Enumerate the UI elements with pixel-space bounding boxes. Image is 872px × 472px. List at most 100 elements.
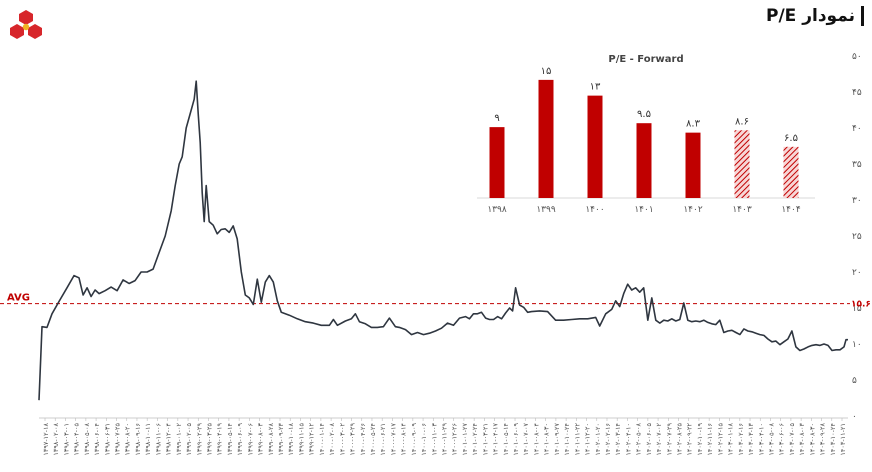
- x-tick-label: ۱۳۹۹-۰۷-۰۶: [246, 423, 254, 456]
- x-tick-label: ۱۴۰۱-۰۷-۰۷: [522, 422, 530, 455]
- pe-series-line: [38, 80, 848, 401]
- x-tick-label: ۱۴۰۰-۰۲-۰۸: [328, 422, 336, 455]
- x-tick-label: ۱۴۰۱-۰۸-۰۴: [532, 422, 540, 455]
- y-tick-label: ۲۵: [852, 232, 862, 242]
- x-tick-label: ۱۳۹۸-۰۹-۱۶: [134, 423, 142, 456]
- x-tick-label: ۱۳۹۹-۰۸-۲۸: [267, 422, 275, 455]
- bar-category-label: ۱۴۰۳: [732, 205, 752, 215]
- x-tick-label: ۱۴۰۰-۰۶-۲۱: [379, 423, 387, 456]
- x-tick-label: ۱۳۹۸-۰۴-۰۵: [73, 422, 81, 455]
- forward-pe-bar: [783, 146, 799, 198]
- y-tick-label: ۵۰: [852, 52, 862, 62]
- x-tick-label: ۱۴۰۱-۰۵-۱۴: [502, 422, 510, 455]
- x-tick-label: ۱۴۰۰-۰۵-۲۴: [369, 422, 377, 455]
- x-tick-label: ۱۴۰۰-۰۱-۱۴: [318, 422, 326, 455]
- x-tick-label: ۱۳۹۹-۰۲-۲۹: [195, 422, 203, 455]
- logo-icon: [8, 8, 44, 44]
- x-tick-label: ۱۳۹۷-۱۲-۱۸: [42, 422, 50, 455]
- x-tick-label: ۱۴۰۰-۱۰-۰۶: [420, 423, 428, 456]
- x-tick-label: ۱۴۰۳-۰۲-۱۶: [737, 423, 745, 456]
- x-tick-label: ۱۴۰۲-۰۲-۱۶: [604, 423, 612, 456]
- y-axis: ۰ ۵ ۱۰ ۱۵ ۲۰ ۲۵ ۳۰ ۳۵ ۴۰ ۴۵ ۵۰: [852, 52, 862, 422]
- x-tick-label: ۱۳۹۹-۱۰-۱۸: [287, 422, 295, 455]
- x-tick-label: ۱۴۰۰-۰۸-۱۴: [400, 422, 408, 455]
- x-tick-label: ۱۴۰۲-۰۷-۰۲: [655, 422, 663, 455]
- bar-category-label: ۱۴۰۲: [683, 205, 703, 215]
- forward-pe-bar: [685, 132, 701, 198]
- y-tick-label: ۳۵: [852, 160, 862, 170]
- avg-label: AVG: [7, 293, 30, 304]
- forward-pe-inset: P/E - Forward ۹ ۱۳۹۸ ۱۵ ۱۳۹۹ ۱۳ ۱۴۰۰ ۹.۵ ۱۴۰۱ ۸.…: [477, 54, 815, 215]
- x-tick-label: ۱۴۰۳-۱۰-۲۴: [829, 422, 837, 455]
- x-axis: ۱۳۹۷-۱۲-۱۸ ۱۳۹۸-۰۲-۰۸ ۱۳۹۸-۰۳-۰۱ ۱۳۹۸-۰۴-۰۵…: [39, 417, 848, 456]
- bar-category-label: ۱۴۰۴: [781, 205, 801, 215]
- x-tick-label: ۱۴۰۲-۰۹-۲۲: [686, 422, 694, 455]
- x-tick-label: ۱۳۹۸-۰۵-۰۸: [83, 422, 91, 455]
- x-tick-label: ۱۳۹۸-۰۶-۰۴: [93, 422, 101, 455]
- x-tick-label: ۱۳۹۹-۰۱-۰۲: [175, 422, 183, 455]
- x-tick-label: ۱۳۹۹-۱۲-۱۲: [308, 422, 316, 455]
- x-tick-label: ۱۴۰۳-۰۷-۰۵: [788, 422, 796, 455]
- x-tick-label: ۱۴۰۱-۰۳-۲۱: [481, 423, 489, 456]
- x-tick-label: ۱۳۹۹-۰۴-۱۹: [216, 422, 224, 455]
- x-tick-label: ۱۴۰۳-۰۸-۰۳: [798, 422, 806, 455]
- inset-title: P/E - Forward: [608, 54, 683, 65]
- x-tick-label: ۱۳۹۹-۱۱-۱۵: [297, 422, 305, 455]
- x-tick-label: ۱۴۰۲-۱۱-۱۶: [706, 423, 714, 456]
- x-tick-label: ۱۴۰۲-۰۳-۱۴: [614, 422, 622, 455]
- x-tick-label: ۱۴۰۰-۱۱-۲۹: [441, 422, 449, 455]
- x-tick-label: ۱۴۰۳-۰۸-۳۰: [808, 423, 816, 456]
- x-tick-label: ۱۳۹۸-۱۲-۰۴: [165, 422, 173, 455]
- x-tick-label: ۱۴۰۳-۱۱-۲۱: [839, 423, 847, 456]
- forward-pe-bar: [734, 130, 750, 198]
- x-tick-label: ۱۴۰۱-۰۱-۲۷: [461, 422, 469, 455]
- x-tick-label: ۱۴۰۱-۱۱-۲۲: [573, 422, 581, 455]
- forward-pe-bar: [489, 127, 505, 198]
- x-tick-label: ۱۴۰۱-۱۰-۲۴: [563, 422, 571, 455]
- x-tick-label: ۱۴۰۱-۰۸-۳۰: [543, 423, 551, 456]
- bar-value-label: ۹: [494, 113, 499, 124]
- x-tick-label: ۱۳۹۹-۰۶-۰۹: [236, 422, 244, 455]
- x-tick-label: ۱۴۰۳-۰۴-۱۰: [757, 423, 765, 456]
- x-tick-label: ۱۴۰۳-۰۵-۰۸: [767, 422, 775, 455]
- x-tick-label: ۱۴۰۲-۱۲-۱۵: [716, 422, 724, 455]
- page-title: نمودار P/E: [766, 6, 864, 26]
- x-tick-label: ۱۴۰۱-۰۹-۲۷: [553, 422, 561, 455]
- forward-pe-bar: [587, 95, 603, 198]
- bar-category-label: ۱۴۰۰: [585, 205, 604, 215]
- bar-value-label: ۱۵: [541, 66, 552, 77]
- bar-value-label: ۶.۵: [784, 133, 798, 144]
- x-tick-label: ۱۴۰۲-۱۰-۱۹: [696, 422, 704, 455]
- x-tick-label: ۱۴۰۳-۰۹-۲۸: [819, 422, 827, 455]
- x-tick-label: ۱۴۰۱-۰۶-۰۹: [512, 422, 520, 455]
- bar-value-label: ۹.۵: [637, 109, 651, 120]
- x-tick-label: ۱۴۰۳-۰۶-۰۶: [778, 423, 786, 456]
- y-tick-label: ۲۰: [852, 268, 862, 278]
- x-tick-label: ۱۴۰۰-۰۴-۲۶: [359, 423, 367, 456]
- x-tick-label: ۱۳۹۸-۰۲-۰۸: [52, 422, 60, 455]
- x-tick-label: ۱۴۰۲-۰۴-۱۰: [624, 423, 632, 456]
- x-tick-label: ۱۴۰۲-۰۵-۰۸: [635, 422, 643, 455]
- bar-value-label: ۸.۳: [686, 119, 701, 130]
- x-tick-label: ۱۳۹۹-۰۲-۰۵: [185, 422, 193, 455]
- x-tick-label: ۱۴۰۰-۰۳-۲۹: [349, 422, 357, 455]
- y-tick-label: ۳۰: [852, 196, 862, 206]
- x-tick-label: ۱۴۰۰-۰۷-۱۷: [389, 422, 397, 455]
- x-tick-label: ۱۴۰۳-۰۳-۱۳: [747, 422, 755, 455]
- x-tick-label: ۱۴۰۲-۰۷-۲۹: [665, 422, 673, 455]
- x-tick-label: ۱۴۰۰-۰۳-۰۲: [338, 422, 346, 455]
- x-tick-label: ۱۴۰۱-۰۴-۱۷: [492, 422, 500, 455]
- y-tick-label: ۴۰: [852, 124, 862, 134]
- y-tick-label: ۱۵: [852, 304, 862, 314]
- y-tick-label: ۴۵: [852, 88, 862, 98]
- x-tick-label: ۱۳۹۹-۰۸-۰۳: [257, 422, 265, 455]
- y-tick-label: ۵: [852, 376, 857, 386]
- x-tick-label: ۱۳۹۸-۰۷-۲۵: [114, 422, 122, 455]
- x-tick-label: ۱۳۹۸-۱۰-۱۱: [144, 423, 152, 456]
- x-tick-label: ۱۴۰۲-۰۶-۰۵: [645, 422, 653, 455]
- x-tick-label: ۱۴۰۰-۱۱-۰۳: [430, 422, 438, 455]
- bar-category-label: ۱۳۹۹: [536, 205, 556, 215]
- x-tick-label: ۱۳۹۸-۰۳-۰۱: [62, 423, 70, 456]
- x-tick-label: ۱۳۹۹-۰۹-۲۳: [277, 422, 285, 455]
